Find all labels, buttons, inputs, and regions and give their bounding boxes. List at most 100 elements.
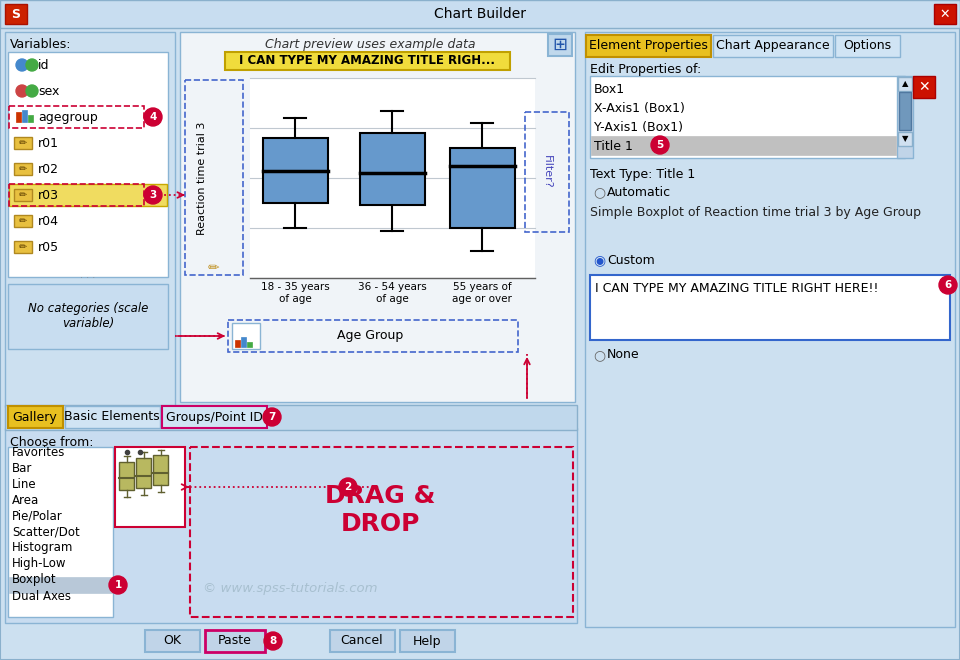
Circle shape [651, 136, 669, 154]
Bar [14, 189, 32, 201]
Text: Bar: Bar [12, 461, 33, 475]
Text: Custom: Custom [607, 253, 655, 267]
Bar [5, 4, 27, 24]
Text: Filter?: Filter? [542, 155, 552, 189]
Bar [250, 78, 535, 278]
Bar [241, 337, 246, 347]
Bar [0, 0, 960, 28]
Text: Histogram: Histogram [12, 541, 73, 554]
Text: 1: 1 [114, 580, 122, 590]
Text: Gallery: Gallery [12, 411, 58, 424]
Bar [8, 406, 63, 428]
Text: 7: 7 [268, 412, 276, 422]
Text: ✏: ✏ [19, 216, 27, 226]
Text: r05: r05 [38, 241, 60, 254]
Text: Cancel: Cancel [341, 634, 383, 647]
Bar [8, 52, 168, 277]
Text: I CAN TYPE MY AMAZING TITLE RIGHT HERE!!: I CAN TYPE MY AMAZING TITLE RIGHT HERE!! [595, 282, 878, 295]
Circle shape [26, 85, 38, 97]
Bar [897, 76, 913, 158]
Bar [330, 630, 395, 652]
Circle shape [16, 59, 28, 71]
Bar [9, 577, 112, 593]
Bar [14, 137, 32, 149]
Text: ✕: ✕ [940, 7, 950, 20]
Bar [8, 447, 113, 617]
Bar [180, 32, 575, 402]
Text: Dual Axes: Dual Axes [12, 589, 71, 603]
Text: Y-Axis1 (Box1): Y-Axis1 (Box1) [594, 121, 683, 134]
Text: 3: 3 [150, 190, 156, 200]
Text: Basic Elements: Basic Elements [64, 411, 159, 424]
Bar [586, 35, 711, 57]
Circle shape [26, 59, 38, 71]
Bar [9, 184, 167, 206]
Circle shape [263, 408, 281, 426]
Text: ▲: ▲ [901, 79, 908, 88]
Bar [232, 323, 260, 349]
Text: sex: sex [38, 85, 60, 98]
Circle shape [339, 478, 357, 496]
Bar [65, 406, 160, 428]
Text: 18 - 35 years
of age: 18 - 35 years of age [260, 282, 329, 304]
Bar [5, 428, 577, 623]
Text: ▼: ▼ [901, 135, 908, 143]
Text: Pie/Polar: Pie/Polar [12, 510, 62, 523]
Text: Chart Appearance: Chart Appearance [716, 40, 829, 53]
Text: Age Group: Age Group [337, 329, 403, 343]
Text: Edit Properties of:: Edit Properties of: [590, 63, 701, 76]
Text: X-Axis1 (Box1): X-Axis1 (Box1) [594, 102, 684, 115]
Text: r03: r03 [38, 189, 59, 202]
Text: No categories (scale
variable): No categories (scale variable) [28, 302, 148, 330]
Text: Line: Line [12, 477, 36, 490]
Text: 36 - 54 years
of age: 36 - 54 years of age [358, 282, 426, 304]
Circle shape [144, 186, 162, 204]
Bar [153, 455, 168, 485]
Bar [898, 132, 912, 146]
Circle shape [144, 108, 162, 126]
Bar [14, 241, 32, 253]
Bar [247, 342, 252, 347]
Bar [136, 458, 151, 488]
Text: id: id [38, 59, 50, 72]
Text: Text Type: Title 1: Text Type: Title 1 [590, 168, 695, 181]
Bar [899, 92, 911, 130]
Text: 8: 8 [270, 636, 276, 646]
Text: Favorites: Favorites [12, 446, 65, 459]
Text: OK: OK [163, 634, 181, 647]
Bar [359, 133, 424, 205]
Text: Help: Help [413, 634, 442, 647]
Bar [590, 76, 905, 158]
Bar [28, 115, 33, 122]
Text: r01: r01 [38, 137, 59, 150]
Bar [835, 35, 900, 57]
Bar [713, 35, 833, 57]
Bar [225, 52, 510, 70]
Text: Paste: Paste [218, 634, 252, 647]
Bar [16, 112, 21, 122]
Text: ✏: ✏ [19, 138, 27, 148]
Text: Simple Boxplot of Reaction time trial 3 by Age Group: Simple Boxplot of Reaction time trial 3 … [590, 206, 921, 219]
Text: ✏: ✏ [207, 261, 219, 275]
Bar [5, 405, 577, 430]
Circle shape [109, 576, 127, 594]
Circle shape [264, 632, 282, 650]
Bar [22, 110, 27, 122]
Bar [913, 76, 935, 98]
Text: Title 1: Title 1 [594, 140, 633, 153]
Text: 5: 5 [657, 140, 663, 150]
Text: agegroup: agegroup [38, 111, 98, 124]
Bar [262, 138, 327, 203]
Text: None: None [607, 348, 639, 362]
Bar [449, 148, 515, 228]
Text: High-Low: High-Low [12, 558, 66, 570]
Bar [205, 630, 265, 652]
Bar [145, 630, 200, 652]
Text: DRAG &
DROP: DRAG & DROP [324, 484, 435, 536]
Bar [548, 34, 572, 56]
Bar [9, 106, 144, 128]
Bar [235, 340, 240, 347]
Text: ✏: ✏ [19, 242, 27, 252]
Text: 55 years of
age or over: 55 years of age or over [452, 282, 512, 304]
Bar [228, 320, 518, 352]
